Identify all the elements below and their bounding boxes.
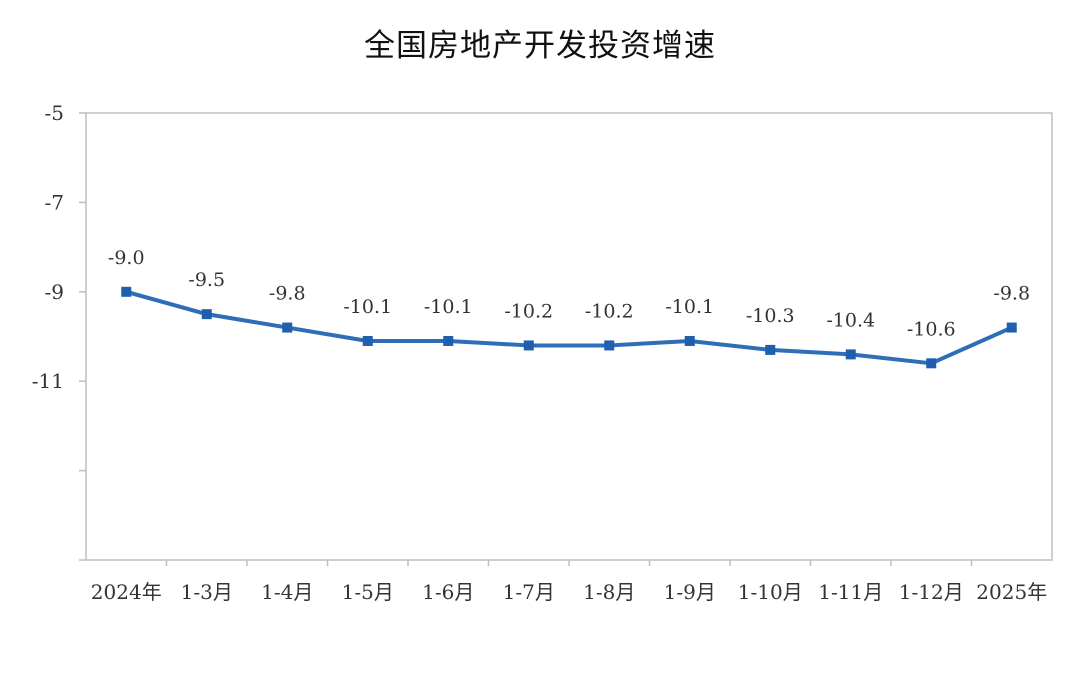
series-line: [124, 289, 1014, 366]
data-point: [684, 335, 695, 346]
y-tick-label: -11: [32, 369, 64, 393]
data-label: -10.1: [424, 296, 473, 318]
data-point: [282, 322, 293, 333]
x-tick-label: 1-9月: [664, 580, 716, 604]
data-label: -10.4: [826, 309, 875, 331]
x-tick-label: 2024年: [91, 580, 162, 604]
data-label: -10.3: [746, 305, 795, 327]
data-label: -9.5: [188, 269, 225, 291]
data-point: [1006, 322, 1017, 333]
data-point: [765, 344, 776, 355]
series-layer: [121, 286, 1017, 369]
data-label: -9.8: [269, 283, 306, 305]
data-point: [523, 340, 534, 351]
data-label: -9.0: [108, 247, 145, 269]
chart-title: 全国房地产开发投资增速: [364, 28, 716, 64]
x-tick-label: 1-4月: [261, 580, 313, 604]
data-point: [201, 309, 212, 320]
data-point: [845, 349, 856, 360]
y-tick-label: -5: [45, 101, 64, 125]
x-tick-label: 1-11月: [818, 580, 883, 604]
y-tick-label: -9: [45, 280, 64, 304]
x-tick-label: 1-7月: [503, 580, 555, 604]
data-label: -10.2: [504, 300, 553, 322]
x-tick-label: 1-8月: [583, 580, 635, 604]
x-tick-label: 1-5月: [342, 580, 394, 604]
x-tick-label: 2025年: [976, 580, 1047, 604]
x-tick-label: 1-6月: [422, 580, 474, 604]
data-label: -10.1: [665, 296, 714, 318]
data-label: -10.2: [585, 300, 634, 322]
data-point: [604, 340, 615, 351]
data-label: -9.8: [993, 283, 1030, 305]
data-label: -10.1: [343, 296, 392, 318]
data-point: [443, 335, 454, 346]
y-tick-label: -7: [45, 190, 64, 214]
axes-layer: -5 -7 -9 -11 2024年 1-3月 1-4月 1-5月 1-6月 1-7月 1-8月 1-…: [32, 101, 1053, 604]
x-tick-label: 1-10月: [738, 580, 803, 604]
data-point: [926, 358, 937, 369]
data-point: [362, 335, 373, 346]
data-point: [121, 286, 132, 297]
data-label-layer: -9.0 -9.5 -9.8 -10.1 -10.1 -10.2 -10.2 -10.1 -10…: [108, 247, 1030, 341]
x-tick-label: 1-12月: [899, 580, 964, 604]
data-label: -10.6: [907, 318, 956, 340]
x-tick-label: 1-3月: [181, 580, 233, 604]
